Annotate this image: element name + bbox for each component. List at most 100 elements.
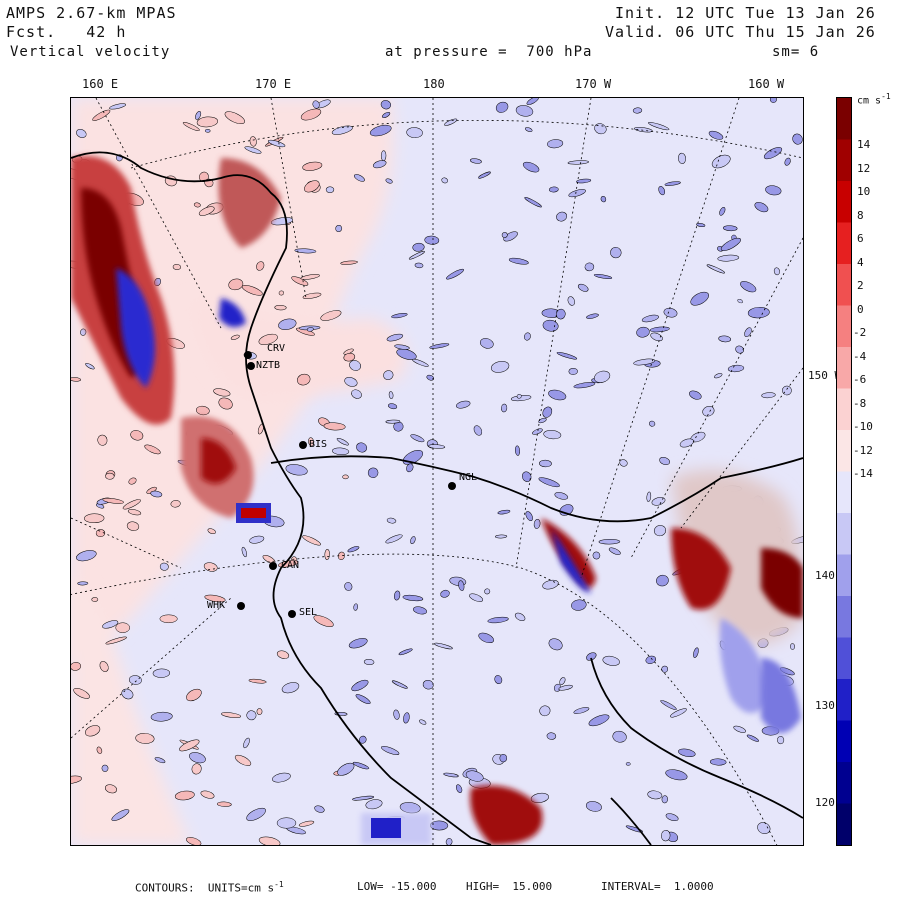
- velocity-cell: [182, 122, 200, 131]
- station-markers: [237, 351, 456, 618]
- velocity-cell: [344, 582, 353, 591]
- footer-contours: CONTOURS: UNITS=cm s-1: [135, 880, 284, 895]
- velocity-cell: [337, 762, 355, 776]
- velocity-cell: [646, 491, 652, 502]
- velocity-cell: [256, 261, 265, 271]
- smoothing: sm= 6: [772, 44, 820, 60]
- coastline: [71, 151, 803, 845]
- lat-label-150w: 150 W: [808, 369, 842, 382]
- velocity-cell: [658, 186, 666, 196]
- velocity-cell: [719, 206, 726, 216]
- velocity-cell: [351, 389, 362, 399]
- velocity-cell: [661, 795, 668, 804]
- velocity-cell: [351, 679, 369, 692]
- station-whk-marker: [237, 602, 245, 610]
- velocity-cell: [718, 335, 732, 343]
- velocity-cell: [414, 262, 424, 269]
- colorbar-tick-label: -8: [853, 396, 867, 410]
- velocity-cell: [300, 108, 322, 121]
- velocity-cell: [363, 659, 375, 665]
- velocity-cell: [465, 770, 484, 782]
- velocity-cell: [598, 539, 621, 545]
- velocity-cell: [490, 361, 510, 373]
- colorbar: [836, 97, 852, 846]
- velocity-cell: [314, 805, 325, 813]
- graticule: [71, 98, 803, 845]
- velocity-cell: [497, 509, 511, 515]
- velocity-cell: [763, 147, 783, 160]
- velocity-cell: [679, 438, 694, 448]
- velocity-cell: [172, 264, 182, 270]
- velocity-cell: [128, 477, 137, 485]
- velocity-cell: [641, 314, 659, 323]
- model-title: AMPS 2.67-km MPAS: [6, 4, 177, 22]
- velocity-cell: [744, 327, 752, 338]
- colorbar-tick-label: -4: [853, 349, 867, 363]
- colorbar-tick-label: 4: [857, 255, 864, 269]
- velocity-cell: [494, 675, 503, 685]
- colorbar-tick-label: -10: [853, 420, 873, 433]
- velocity-cell: [689, 390, 702, 400]
- velocity-cell: [495, 101, 509, 113]
- velocity-cell: [71, 377, 82, 382]
- footer-low: LOW= -15.000: [357, 880, 437, 893]
- velocity-cell: [198, 206, 215, 216]
- velocity-cell: [246, 807, 266, 821]
- velocity-cell: [735, 345, 744, 354]
- velocity-cell: [424, 235, 440, 245]
- velocity-cell: [542, 319, 559, 332]
- velocity-cell: [130, 430, 144, 441]
- velocity-cell: [241, 285, 263, 296]
- velocity-cell: [571, 599, 587, 611]
- velocity-cell: [278, 318, 297, 330]
- velocity-cell: [359, 735, 367, 744]
- colorbar-tick-label: -2: [853, 326, 867, 339]
- velocity-cell: [761, 392, 776, 399]
- velocity-cell: [154, 757, 166, 764]
- velocity-cell: [478, 171, 491, 179]
- velocity-cell: [391, 313, 408, 319]
- velocity-cell: [403, 712, 410, 724]
- velocity-cell: [152, 668, 171, 678]
- map-panel: CRV NZTB BIS NGL CAN SEL WHK: [70, 97, 804, 846]
- velocity-cell: [503, 231, 518, 242]
- velocity-cell: [525, 511, 533, 522]
- velocity-cell: [539, 459, 552, 468]
- velocity-cell: [656, 574, 669, 587]
- velocity-cell: [769, 98, 777, 103]
- velocity-cell: [337, 551, 345, 561]
- velocity-cell: [278, 290, 285, 296]
- velocity-cell: [128, 675, 142, 685]
- colorbar-tick-label: -6: [853, 373, 867, 386]
- velocity-cell: [105, 472, 115, 480]
- velocity-cell: [243, 737, 250, 749]
- velocity-cell: [478, 632, 494, 644]
- velocity-cell: [249, 535, 265, 544]
- weak-positive-region-sw: [71, 568, 191, 845]
- velocity-cell: [693, 647, 699, 658]
- velocity-cell: [71, 662, 82, 671]
- colorbar-tick-label: 14: [857, 138, 871, 151]
- velocity-cell: [323, 422, 346, 431]
- velocity-cell: [647, 790, 663, 800]
- velocity-cell: [76, 129, 87, 138]
- velocity-cell: [619, 459, 628, 467]
- velocity-cell: [548, 186, 559, 193]
- forecast-hour: Fcst. 42 h: [6, 23, 126, 41]
- velocity-cell: [348, 638, 368, 649]
- velocity-cell: [558, 684, 573, 691]
- velocity-cell: [353, 174, 365, 182]
- footer-high: HIGH= 15.000: [466, 880, 553, 893]
- velocity-cell: [304, 180, 320, 193]
- velocity-cell: [746, 734, 759, 742]
- velocity-cell: [396, 348, 417, 360]
- velocity-cell: [661, 829, 671, 842]
- init-time: Init. 12 UTC Tue 13 Jan 26: [615, 4, 876, 22]
- velocity-cell: [410, 434, 425, 443]
- velocity-cell: [508, 257, 529, 265]
- velocity-cell: [526, 98, 539, 105]
- velocity-cell: [645, 655, 657, 664]
- velocity-cell: [426, 374, 435, 381]
- velocity-cell: [584, 262, 595, 272]
- velocity-cell: [410, 536, 416, 544]
